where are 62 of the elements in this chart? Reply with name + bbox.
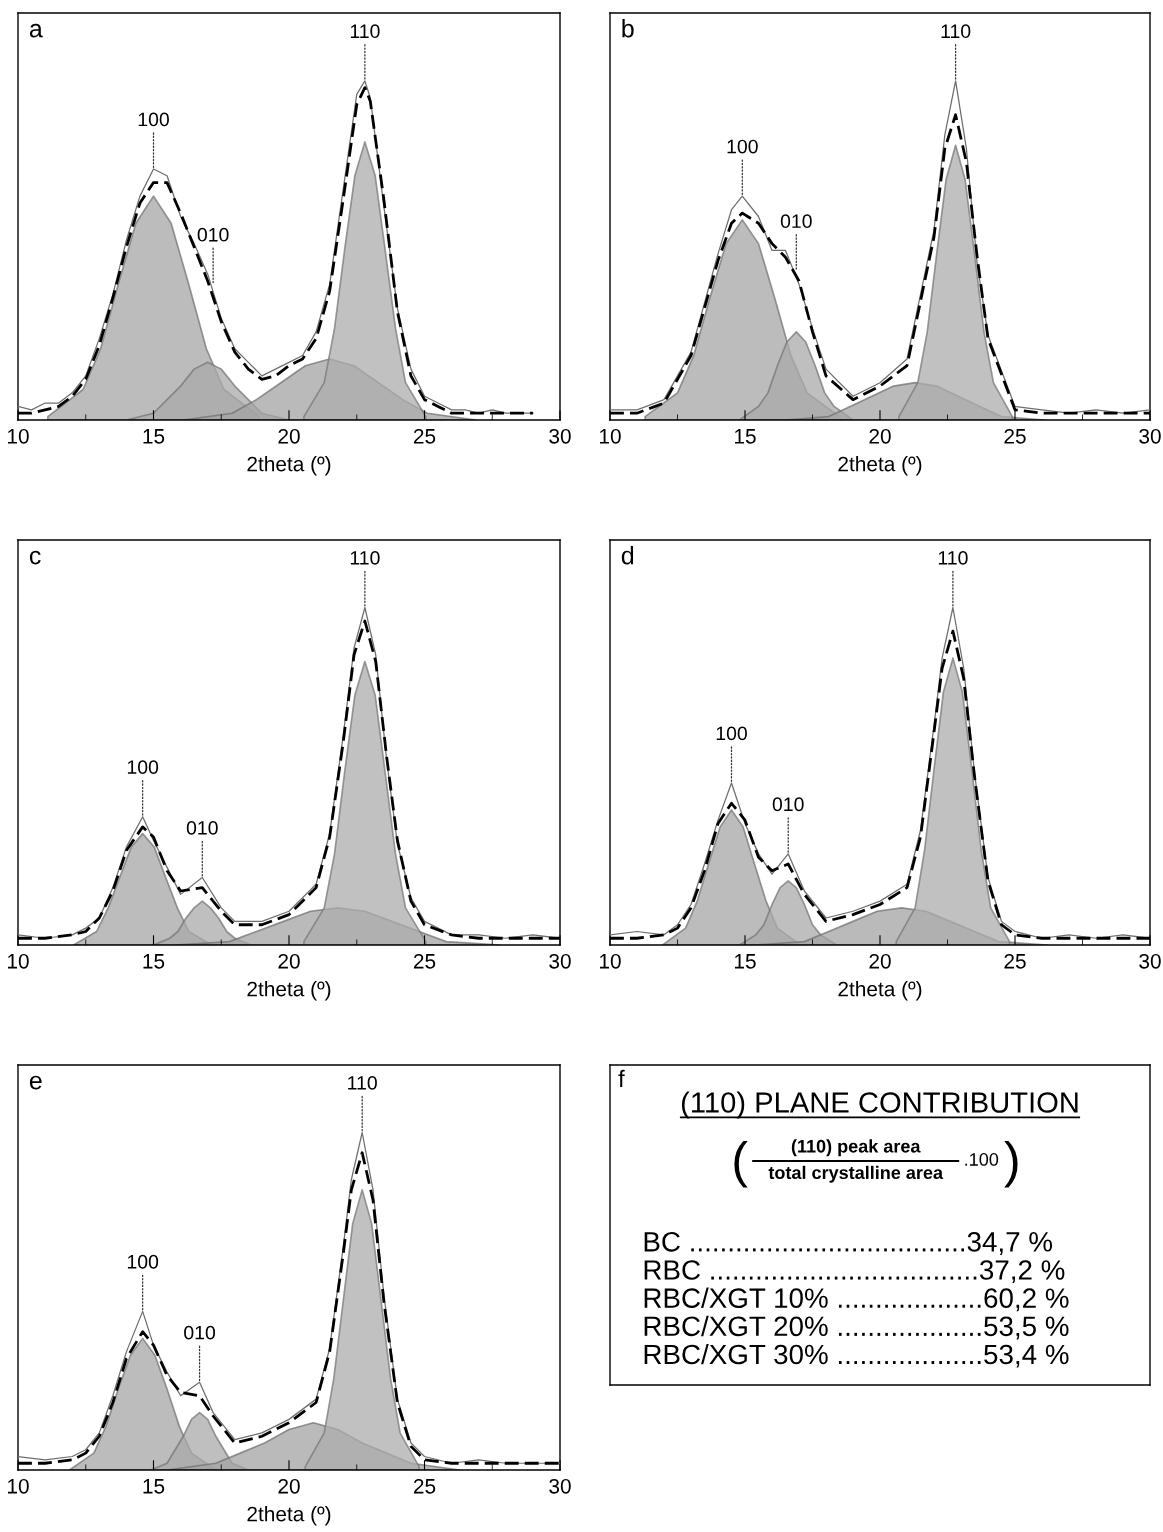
x-tick-label: 15 bbox=[143, 1479, 165, 1494]
x-axis-title: 2theta (º) bbox=[247, 456, 331, 476]
text: ( bbox=[734, 1140, 748, 1188]
chart-title: b bbox=[622, 19, 634, 38]
text: ) bbox=[1004, 1140, 1018, 1188]
chart-title: e bbox=[29, 1075, 42, 1090]
x-tick-label: 10 bbox=[600, 428, 621, 444]
x-tick-label: 20 bbox=[869, 428, 891, 444]
x-tick-label: 20 bbox=[278, 1478, 300, 1494]
x-tick-label: 15 bbox=[143, 954, 165, 969]
x-tick-label: 30 bbox=[549, 428, 571, 444]
annotation: 010 bbox=[186, 821, 218, 835]
annotation: 110 bbox=[350, 24, 380, 39]
annotation: 100 bbox=[138, 112, 169, 127]
x-axis-title: 2theta (º) bbox=[838, 456, 922, 476]
x-axis-title: 2theta (º) bbox=[838, 981, 922, 1001]
annotation: 100 bbox=[127, 1254, 159, 1269]
annotation: 010 bbox=[772, 797, 804, 812]
x-axis-title: 2theta (º) bbox=[247, 1506, 331, 1526]
x-tick-label: 25 bbox=[1004, 953, 1026, 969]
annotation: 110 bbox=[348, 1076, 377, 1090]
x-tick-label: 15 bbox=[735, 954, 756, 969]
annotation: 110 bbox=[350, 551, 380, 565]
text: total crystalline area bbox=[768, 1165, 944, 1183]
x-tick-label: 10 bbox=[8, 953, 29, 969]
annotation: 110 bbox=[941, 24, 971, 39]
x-tick-label: 30 bbox=[1139, 953, 1161, 969]
chart-title: d bbox=[621, 546, 634, 565]
chart-title: a bbox=[29, 23, 43, 38]
text: RBC/XGT 10% ...................60,2 % bbox=[644, 1287, 1069, 1312]
text: RBC ...................................37,2 % bbox=[644, 1260, 1065, 1284]
text: (110) peak area bbox=[791, 1139, 921, 1157]
x-tick-label: 30 bbox=[549, 1478, 571, 1494]
text: f bbox=[618, 1069, 625, 1087]
chart-title: c bbox=[29, 550, 41, 565]
x-tick-label: 10 bbox=[8, 428, 29, 444]
annotation: 010 bbox=[780, 214, 812, 229]
x-tick-label: 15 bbox=[143, 429, 165, 444]
annotation: 010 bbox=[197, 227, 229, 242]
x-tick-label: 25 bbox=[413, 428, 436, 444]
text: .100 bbox=[965, 1153, 999, 1166]
x-tick-label: 20 bbox=[278, 428, 300, 444]
x-tick-label: 20 bbox=[869, 953, 891, 969]
x-axis-title: 2theta (º) bbox=[247, 981, 331, 1001]
x-tick-label: 20 bbox=[278, 953, 300, 969]
x-tick-label: 10 bbox=[600, 953, 621, 969]
text: RBC/XGT 20% ...................53,5 % bbox=[644, 1315, 1069, 1340]
text: (110) PLANE CONTRIBUTION bbox=[681, 1091, 1078, 1119]
text: BC ....................................34,7 % bbox=[644, 1231, 1053, 1255]
x-tick-label: 30 bbox=[549, 953, 571, 969]
annotation: 110 bbox=[938, 551, 968, 565]
x-tick-label: 25 bbox=[413, 953, 436, 969]
annotation: 100 bbox=[127, 760, 159, 775]
x-tick-label: 25 bbox=[1004, 428, 1026, 444]
annotation: 010 bbox=[184, 1325, 216, 1340]
x-tick-label: 10 bbox=[8, 1478, 29, 1494]
x-tick-label: 15 bbox=[735, 429, 756, 444]
annotation: 100 bbox=[727, 139, 758, 154]
x-tick-label: 30 bbox=[1139, 428, 1161, 444]
text: RBC/XGT 30% ...................53,4 % bbox=[644, 1343, 1069, 1368]
x-tick-label: 25 bbox=[413, 1478, 436, 1494]
annotation: 100 bbox=[716, 726, 747, 741]
